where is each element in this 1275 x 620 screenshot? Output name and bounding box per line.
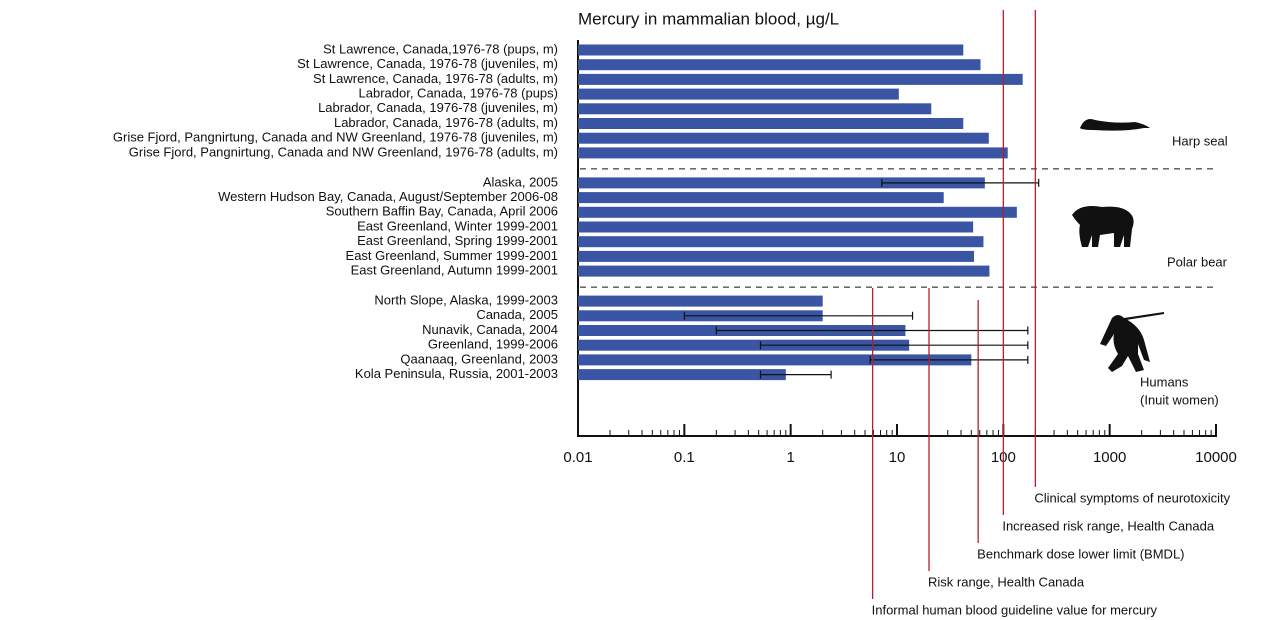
- bar: [578, 295, 823, 307]
- error-bar: [759, 341, 1029, 350]
- bar: [578, 177, 985, 189]
- bar: [578, 206, 1017, 218]
- category-label: Qaanaaq, Greenland, 2003: [400, 351, 558, 366]
- reference-label: Risk range, Health Canada: [928, 574, 1085, 589]
- x-tick-label: 10000: [1195, 449, 1237, 466]
- bar: [578, 147, 1008, 159]
- category-label: Canada, 2005: [476, 307, 558, 322]
- category-label: St Lawrence, Canada, 1976-78 (adults, m): [313, 71, 558, 86]
- group-label: Humans: [1140, 374, 1189, 389]
- bar: [578, 192, 944, 204]
- bar: [578, 339, 910, 351]
- bar: [578, 118, 964, 129]
- category-label: North Slope, Alaska, 1999-2003: [374, 293, 558, 308]
- category-label: East Greenland, Winter 1999-2001: [357, 218, 558, 233]
- human-icon: [1100, 312, 1164, 372]
- x-tick-label: 1: [786, 449, 794, 466]
- category-label: Southern Baffin Bay, Canada, April 2006: [326, 204, 558, 219]
- category-label: Greenland, 1999-2006: [428, 337, 558, 352]
- bar: [578, 73, 1023, 85]
- error-bar: [881, 178, 1040, 187]
- x-tick-label: 1000: [1093, 449, 1126, 466]
- x-tick-label: 10: [889, 449, 906, 466]
- category-label: Labrador, Canada, 1976-78 (juveniles, m): [318, 100, 558, 115]
- category-label: Grise Fjord, Pangnirtung, Canada and NW …: [113, 130, 558, 145]
- error-bar: [759, 370, 832, 379]
- category-label: Kola Peninsula, Russia, 2001-2003: [355, 366, 558, 381]
- bar: [578, 59, 981, 71]
- category-label: Nunavik, Canada, 2004: [422, 322, 558, 337]
- error-bar: [683, 311, 914, 320]
- category-label: Western Hudson Bay, Canada, August/Septe…: [218, 189, 558, 204]
- category-label: Labrador, Canada, 1976-78 (pups): [359, 86, 558, 101]
- group-label: (Inuit women): [1140, 392, 1219, 407]
- category-label: Labrador, Canada, 1976-78 (adults, m): [334, 115, 558, 130]
- reference-label: Clinical symptoms of neurotoxicity: [1034, 490, 1230, 505]
- x-tick-label: 0.01: [563, 449, 592, 466]
- group-label: Harp seal: [1172, 133, 1228, 148]
- reference-label: Increased risk range, Health Canada: [1002, 518, 1215, 533]
- bar: [578, 103, 932, 115]
- category-label: East Greenland, Spring 1999-2001: [357, 233, 558, 248]
- seal-icon: [1080, 119, 1150, 131]
- reference-label: Benchmark dose lower limit (BMDL): [977, 546, 1184, 561]
- x-tick-label: 0.1: [674, 449, 695, 466]
- bar: [578, 250, 975, 262]
- category-label: East Greenland, Summer 1999-2001: [346, 248, 558, 263]
- bear-icon: [1072, 206, 1134, 247]
- error-bar: [869, 355, 1029, 364]
- reference-label: Informal human blood guideline value for…: [872, 602, 1158, 617]
- bar: [578, 132, 989, 144]
- bar: [578, 44, 964, 56]
- group-label: Polar bear: [1167, 254, 1228, 269]
- bar: [578, 369, 786, 381]
- chart-title: Mercury in mammalian blood, µg/L: [578, 9, 839, 28]
- bar: [578, 265, 990, 277]
- bar: [578, 88, 899, 100]
- bar: [578, 221, 974, 233]
- category-label: Grise Fjord, Pangnirtung, Canada and NW …: [129, 144, 558, 159]
- category-label: East Greenland, Autumn 1999-2001: [351, 263, 558, 278]
- category-label: St Lawrence, Canada, 1976-78 (juveniles,…: [297, 56, 558, 71]
- bar: [578, 236, 984, 248]
- category-label: St Lawrence, Canada,1976-78 (pups, m): [323, 41, 558, 56]
- bar: [578, 354, 972, 366]
- category-label: Alaska, 2005: [483, 174, 558, 189]
